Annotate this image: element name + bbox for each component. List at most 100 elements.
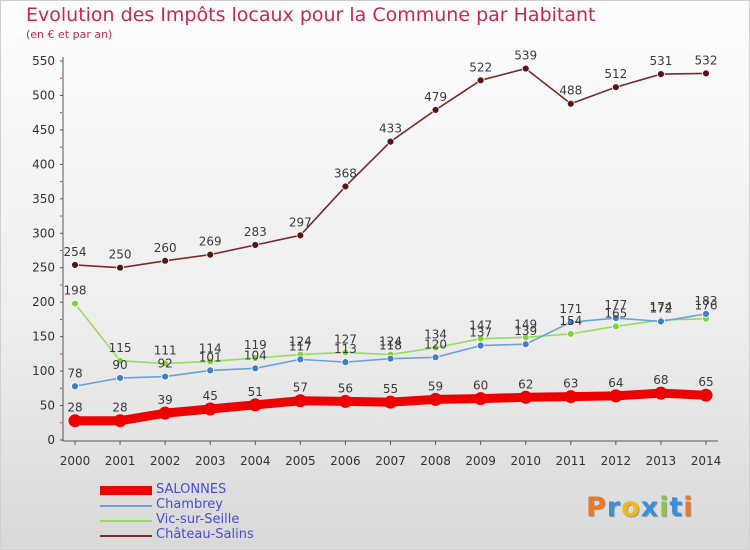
data-point	[386, 354, 395, 363]
data-label: 60	[473, 379, 488, 393]
data-label: 114	[199, 341, 222, 355]
data-label: 532	[695, 53, 718, 67]
data-point	[476, 341, 485, 350]
x-tick-label: 2010	[510, 454, 541, 468]
data-point	[611, 322, 620, 331]
y-tick-label: 0	[47, 433, 55, 447]
logo-letter: i	[683, 492, 694, 523]
data-label: 433	[379, 122, 402, 136]
data-point	[341, 358, 350, 367]
data-label: 479	[424, 90, 447, 104]
legend-label: Chambrey	[156, 497, 223, 512]
x-tick-label: 2007	[375, 454, 406, 468]
data-label: 118	[379, 339, 402, 353]
data-point	[161, 359, 170, 368]
data-label: 124	[379, 335, 402, 349]
y-tick-label: 350	[32, 192, 55, 206]
data-point	[251, 354, 260, 362]
data-label: 92	[158, 357, 173, 371]
data-label: 522	[469, 60, 492, 74]
data-label: 119	[244, 338, 267, 352]
y-tick-label: 300	[32, 226, 55, 240]
data-label: 101	[199, 350, 222, 364]
logo-letter: o	[621, 492, 641, 523]
data-label: 45	[203, 389, 218, 403]
data-label: 269	[199, 235, 222, 249]
data-point	[384, 395, 397, 409]
proxiti-logo: Proxiti	[586, 492, 694, 523]
data-point	[566, 329, 575, 338]
data-label: 68	[653, 373, 668, 387]
data-label: 254	[64, 245, 87, 259]
data-label: 283	[244, 225, 267, 239]
series-line-ch-teau-salins	[74, 67, 707, 269]
data-label: 57	[293, 381, 308, 395]
data-point	[699, 388, 713, 402]
data-label: 127	[334, 332, 357, 346]
data-point	[116, 263, 124, 272]
y-tick-label: 200	[32, 295, 55, 309]
data-label: 531	[649, 54, 672, 68]
data-point	[566, 99, 575, 108]
x-tick-label: 2011	[556, 454, 587, 468]
data-label: 120	[424, 337, 447, 351]
data-label: 56	[338, 381, 353, 395]
data-label: 154	[559, 314, 582, 328]
data-point	[519, 390, 533, 404]
data-point	[338, 394, 352, 408]
data-point	[251, 364, 260, 373]
x-tick-label: 2006	[330, 454, 361, 468]
data-label: 59	[428, 379, 443, 393]
x-tick-label: 2002	[150, 454, 181, 468]
data-label: 113	[334, 342, 357, 356]
data-point	[206, 250, 215, 259]
data-label: 55	[383, 382, 398, 396]
x-tick-label: 2003	[195, 454, 226, 468]
data-point	[206, 366, 215, 375]
data-label: 177	[604, 298, 627, 312]
legend-label: Vic-sur-Seille	[156, 512, 240, 527]
data-label: 62	[518, 377, 533, 391]
y-tick-label: 100	[32, 364, 55, 378]
data-label: 78	[67, 366, 82, 380]
x-tick-label: 2008	[420, 454, 451, 468]
logo-letter: t	[669, 492, 684, 523]
legend-label: SALONNES	[156, 482, 227, 497]
data-point	[564, 390, 578, 404]
data-label: 488	[559, 84, 582, 98]
data-point	[158, 406, 172, 420]
data-point	[474, 392, 488, 406]
data-point	[431, 353, 440, 362]
data-point	[296, 231, 305, 240]
logo-letter: r	[606, 492, 622, 523]
chart-title: Evolution des Impôts locaux pour la Comm…	[26, 4, 596, 26]
data-label: 104	[244, 348, 267, 362]
data-label: 174	[649, 300, 672, 314]
legend-swatch	[100, 520, 152, 522]
data-point	[116, 356, 124, 365]
chart-subtitle: (en € et par an)	[26, 28, 113, 41]
legend-swatch	[100, 486, 152, 495]
data-label: 115	[109, 341, 132, 355]
data-point	[296, 355, 305, 364]
data-label: 64	[608, 376, 623, 390]
x-tick-label: 2000	[60, 454, 91, 468]
y-tick-label: 550	[32, 54, 55, 68]
data-point	[71, 382, 79, 391]
data-point	[429, 392, 443, 406]
data-point	[431, 106, 440, 114]
data-label: 250	[109, 248, 132, 262]
data-label: 63	[563, 377, 578, 391]
x-tick-label: 2004	[240, 454, 271, 468]
data-point	[71, 299, 79, 308]
data-point	[476, 76, 485, 85]
data-point	[611, 314, 620, 322]
x-tick-label: 2013	[646, 454, 677, 468]
data-label: 165	[604, 306, 627, 320]
data-label: 171	[559, 302, 582, 316]
data-point	[609, 389, 623, 403]
data-point	[206, 357, 215, 366]
x-tick-label: 2014	[691, 454, 722, 468]
